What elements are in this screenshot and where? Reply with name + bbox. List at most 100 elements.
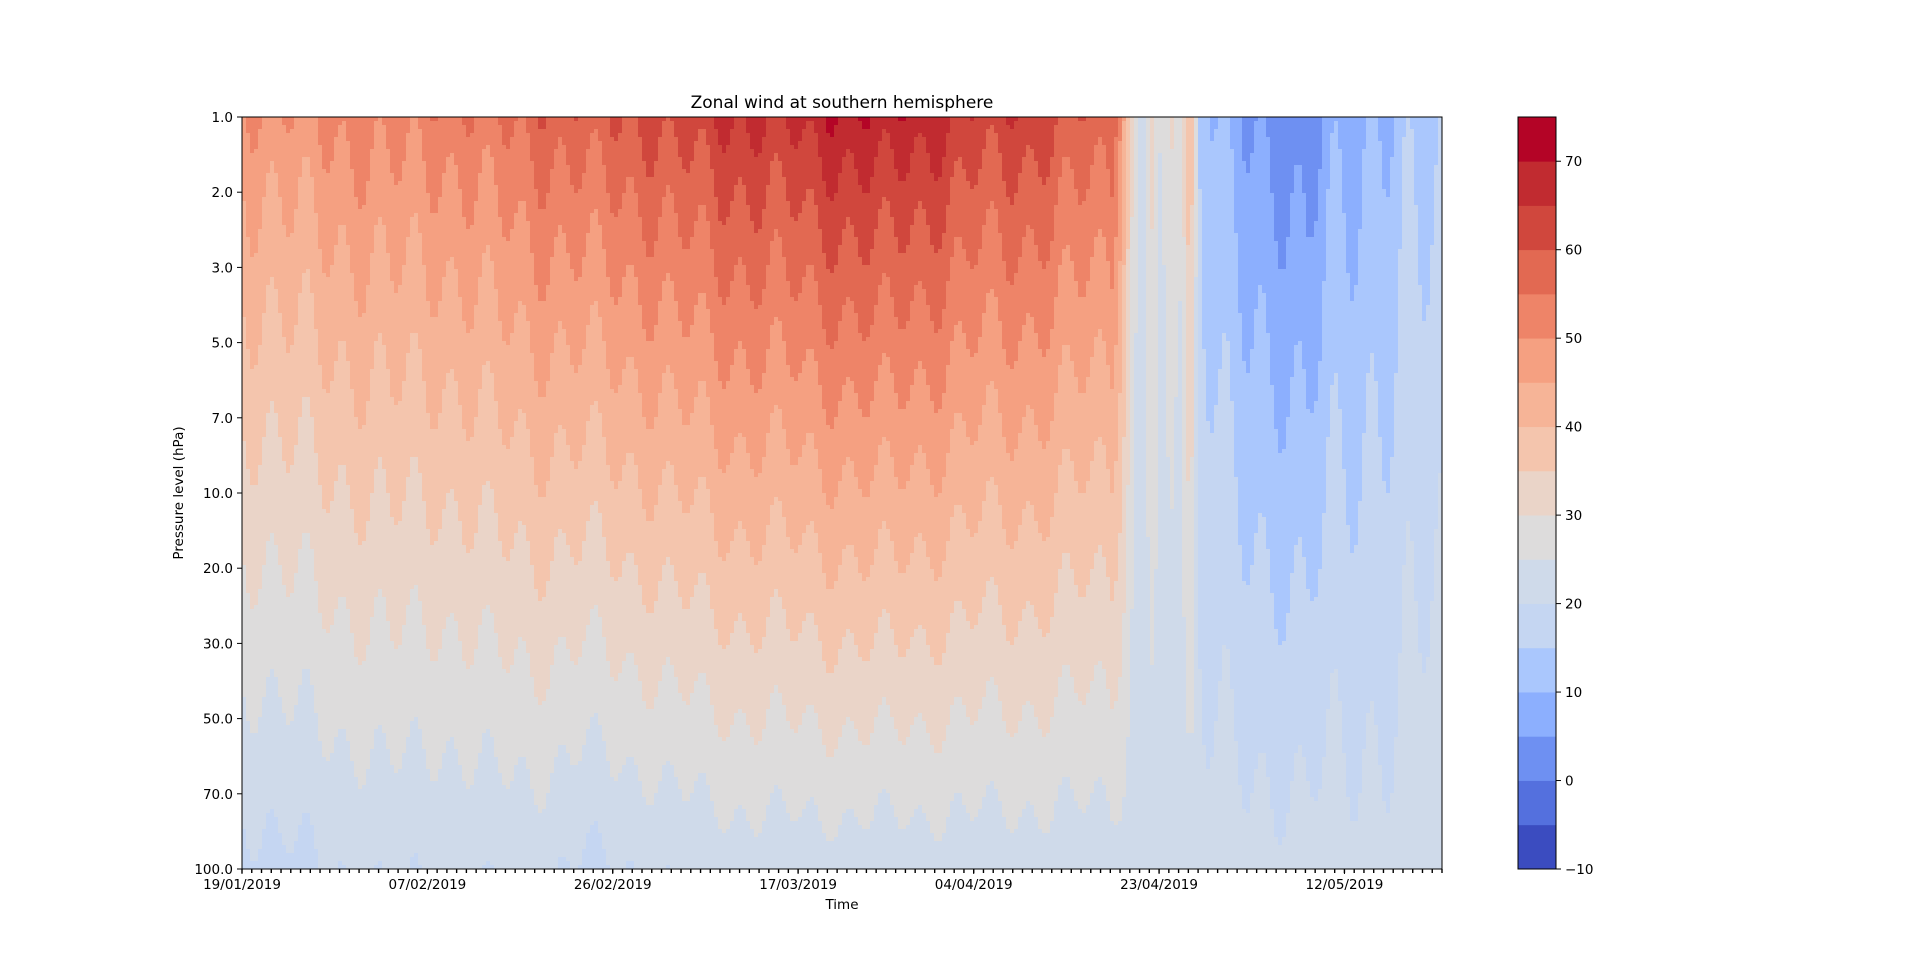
contour-cell xyxy=(778,321,783,410)
contour-cell xyxy=(770,597,775,694)
contour-cell xyxy=(374,865,379,869)
contour-cell xyxy=(270,161,275,278)
contour-cell xyxy=(1070,569,1075,678)
contour-cell xyxy=(510,781,515,869)
contour-cell xyxy=(878,117,883,142)
contour-cell xyxy=(794,149,799,222)
contour-cell xyxy=(1322,757,1327,869)
contour-cell xyxy=(1198,669,1203,869)
contour-cell xyxy=(786,449,791,538)
contour-cell xyxy=(650,177,655,258)
contour-cell xyxy=(1382,481,1387,802)
contour-cell xyxy=(378,725,383,862)
contour-cell xyxy=(918,805,923,869)
contour-cell xyxy=(610,777,615,869)
contour-cell xyxy=(302,157,307,274)
contour-cell xyxy=(774,117,779,154)
contour-cell xyxy=(1054,801,1059,869)
contour-cell xyxy=(394,773,399,869)
contour-cell xyxy=(270,401,275,534)
contour-cell xyxy=(1418,285,1423,654)
contour-cell xyxy=(610,117,615,138)
contour-cell xyxy=(990,781,995,869)
contour-cell xyxy=(490,489,495,614)
contour-cell xyxy=(414,117,419,214)
contour-cell xyxy=(598,413,603,514)
contour-cell xyxy=(1022,509,1027,610)
contour-cell xyxy=(594,301,599,402)
contour-cell xyxy=(430,117,435,122)
contour-cell xyxy=(506,789,511,869)
contour-cell xyxy=(1158,117,1163,154)
contour-cell xyxy=(1254,769,1259,869)
contour-cell xyxy=(730,201,735,282)
contour-cell xyxy=(842,725,847,814)
contour-cell xyxy=(726,297,731,382)
contour-cell xyxy=(330,381,335,502)
contour-cell xyxy=(1190,205,1195,458)
contour-cell xyxy=(1090,117,1095,166)
contour-cell xyxy=(642,117,647,162)
contour-cell xyxy=(954,601,959,698)
contour-cell xyxy=(626,757,631,862)
contour-cell xyxy=(622,117,627,194)
contour-cell xyxy=(1010,285,1015,370)
contour-cell xyxy=(1238,545,1243,786)
contour-cell xyxy=(462,661,467,782)
contour-cell xyxy=(578,117,583,190)
contour-cell xyxy=(698,129,703,206)
contour-cell xyxy=(666,657,671,762)
contour-cell xyxy=(714,117,719,130)
contour-cell xyxy=(254,605,259,734)
contour-cell xyxy=(250,861,255,869)
contour-cell xyxy=(286,597,291,726)
contour-cell xyxy=(1118,261,1123,394)
contour-cell xyxy=(826,197,831,270)
contour-cell xyxy=(290,853,295,869)
contour-cell xyxy=(1402,565,1407,869)
contour-cell xyxy=(562,233,567,330)
contour-cell xyxy=(546,193,551,286)
contour-cell xyxy=(774,229,779,318)
contour-cell xyxy=(258,465,263,590)
contour-cell xyxy=(1338,117,1343,150)
contour-cell xyxy=(1330,133,1335,386)
contour-cell xyxy=(574,665,579,766)
contour-cell xyxy=(746,725,751,822)
contour-cell xyxy=(894,477,899,562)
contour-cell xyxy=(742,621,747,714)
contour-cell xyxy=(242,201,247,318)
contour-cell xyxy=(954,505,959,602)
contour-cell xyxy=(1342,213,1347,470)
contour-cell xyxy=(918,713,923,806)
contour-cell xyxy=(730,129,735,202)
contour-cell xyxy=(270,117,275,162)
contour-cell xyxy=(274,413,279,546)
contour-cell xyxy=(578,657,583,762)
contour-cell xyxy=(754,565,759,654)
contour-cell xyxy=(1082,201,1087,298)
contour-cell xyxy=(722,561,727,650)
contour-cell xyxy=(390,397,395,518)
contour-cell xyxy=(1366,713,1371,869)
contour-cell xyxy=(1230,117,1235,150)
contour-cell xyxy=(314,213,319,330)
contour-cell xyxy=(906,245,911,322)
x-tick-label: 19/01/2019 xyxy=(203,877,281,893)
contour-cell xyxy=(842,465,847,550)
contour-cell xyxy=(1334,117,1339,122)
contour-cell xyxy=(642,509,647,606)
contour-cell xyxy=(566,165,571,254)
contour-cell xyxy=(1002,529,1007,626)
contour-cell xyxy=(558,321,563,426)
contour-cell xyxy=(1370,117,1375,354)
contour-cell xyxy=(442,389,447,510)
contour-cell xyxy=(334,481,339,610)
contour-cell xyxy=(498,321,503,430)
contour-cell xyxy=(1414,117,1419,206)
contour-cell xyxy=(926,117,931,154)
contour-cell xyxy=(1290,573,1295,782)
contour-cell xyxy=(1146,537,1151,869)
contour-cell xyxy=(1298,745,1303,869)
